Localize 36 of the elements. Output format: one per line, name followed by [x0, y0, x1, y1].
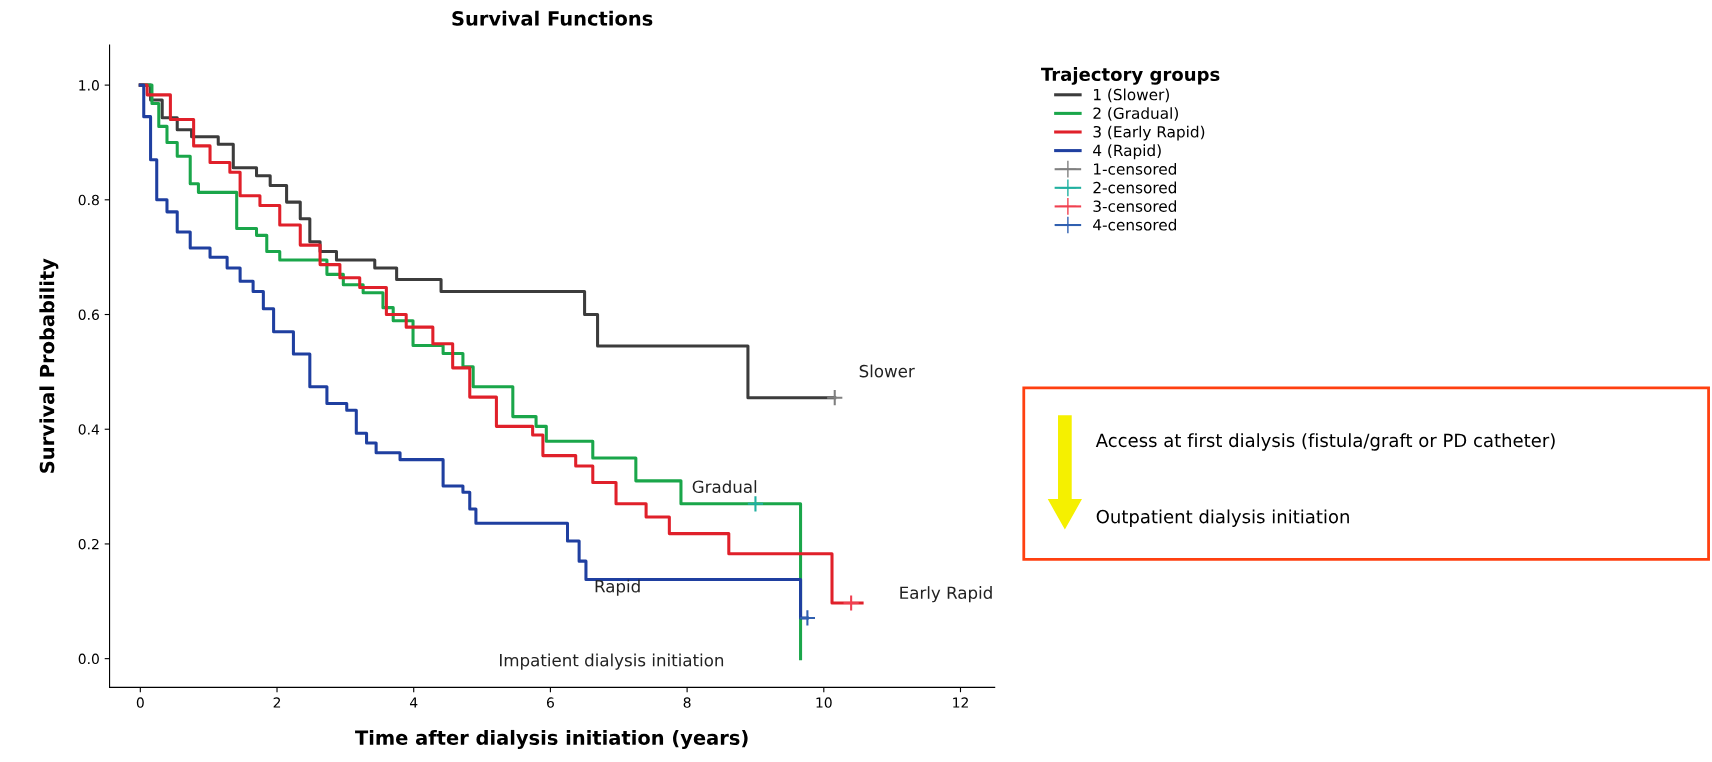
point: [842, 594, 860, 612]
point: [826, 389, 844, 407]
legend-label: 3 (Early Rapid): [1093, 125, 1205, 141]
text: Access at first dialysis (fistula/graft or PD catheter): [1095, 433, 1555, 451]
legend-label: 1 (Slower): [1094, 88, 1169, 103]
y-tick-label: 0.8: [78, 194, 99, 206]
point: [798, 609, 817, 627]
point: [746, 495, 765, 513]
legend-title: Trajectory groups: [1041, 67, 1220, 85]
text: Outpatient dialysis initiation: [1096, 509, 1349, 527]
y-tick-label: 0.4: [78, 424, 100, 435]
y-tick-label: 0.6: [78, 309, 99, 320]
x-tick-label: 0: [136, 697, 144, 708]
annotation: Impatient dialysis initiation: [500, 653, 724, 670]
annotation: Rapid: [595, 579, 640, 596]
legend-label: 4 (Rapid): [1093, 144, 1161, 160]
legend-label: 1-censored: [1094, 162, 1176, 175]
annotation: Slower: [859, 364, 915, 378]
chart-title: Survival Functions: [452, 10, 653, 26]
y-tick-label: 0.2: [78, 538, 99, 550]
legend-label: 4-censored: [1093, 218, 1176, 231]
x-tick-label: 12: [953, 697, 968, 708]
legend-label: 2-censored: [1093, 181, 1176, 194]
legend-label: 3-censored: [1093, 200, 1176, 212]
y-tick-label: 0.0: [78, 653, 99, 665]
annotation: Early Rapid: [900, 586, 992, 603]
y-tick-label: 1.0: [79, 80, 99, 91]
x-tick-label: 4: [409, 697, 418, 708]
y-axis-title: Survival Probability: [39, 258, 59, 473]
legend-label: 2 (Gradual): [1093, 107, 1178, 121]
annotation: Gradual: [692, 480, 757, 494]
x-tick-label: 6: [546, 697, 554, 708]
x-tick-label: 8: [683, 697, 691, 708]
x-tick-label: 2: [273, 697, 281, 708]
x-tick-label: 10: [816, 697, 832, 708]
x-axis-title: Time after dialysis initiation (years): [355, 729, 748, 749]
